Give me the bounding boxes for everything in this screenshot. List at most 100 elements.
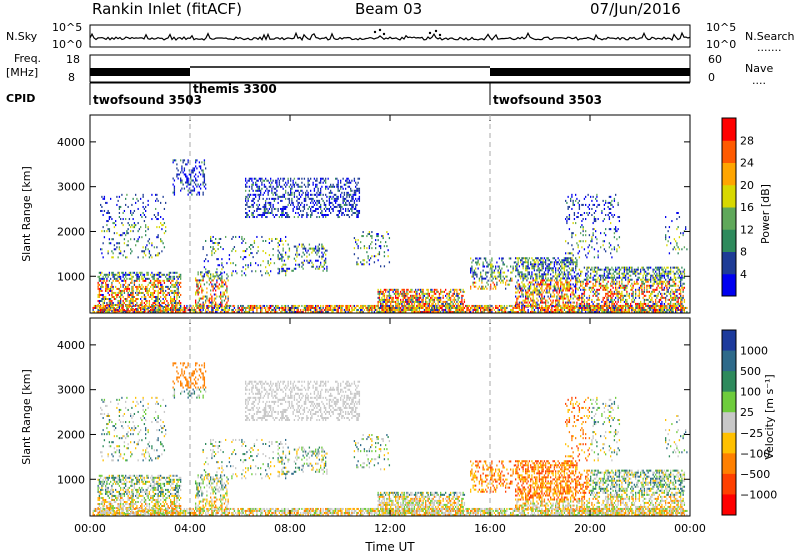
freq-label-2: [MHz] — [6, 66, 38, 79]
power-cell — [617, 266, 619, 269]
power-cell — [606, 292, 608, 295]
power-cell — [610, 272, 612, 275]
power-cell — [130, 291, 132, 294]
power-cell — [220, 301, 222, 304]
power-cell — [632, 286, 634, 289]
power-cell — [346, 181, 348, 184]
power-cell — [172, 300, 174, 303]
power-cell — [211, 299, 213, 302]
power-cell — [97, 287, 99, 290]
power-cell — [531, 281, 533, 284]
power-cell — [567, 273, 569, 276]
power-cell — [278, 181, 281, 184]
power-cell — [356, 203, 358, 206]
power-cell — [652, 278, 654, 281]
power-cell — [258, 177, 261, 180]
power-cell — [510, 277, 512, 280]
power-cell — [381, 302, 383, 305]
power-cell — [341, 191, 343, 194]
power-cell — [521, 293, 523, 296]
power-cell — [510, 257, 512, 260]
power-cell — [320, 189, 322, 192]
power-cell — [415, 288, 417, 291]
power-cell — [561, 297, 563, 300]
power-cell — [411, 298, 413, 301]
power-cell — [325, 179, 327, 182]
power-cell — [256, 235, 258, 238]
power-cell — [506, 265, 508, 268]
power-cell — [288, 247, 291, 250]
power-cell — [306, 214, 308, 217]
power-cell — [653, 268, 656, 271]
power-cell — [563, 293, 566, 296]
power-cell — [595, 290, 597, 293]
power-cell — [517, 261, 519, 264]
power-cell — [320, 181, 322, 184]
power-cell — [118, 291, 121, 294]
power-cell — [515, 295, 517, 298]
power-cell — [448, 292, 451, 295]
power-cell — [663, 302, 666, 305]
power-cell — [290, 179, 292, 182]
power-cell — [391, 300, 393, 303]
power-cell — [271, 189, 273, 192]
power-cell — [591, 240, 593, 243]
power-cell — [357, 263, 359, 266]
power-cell — [346, 195, 348, 198]
power-cell — [423, 302, 426, 305]
power-cell — [647, 266, 649, 269]
power-cell — [550, 285, 552, 288]
power-cell — [580, 310, 582, 313]
power-cell — [212, 248, 214, 251]
power-cell — [418, 300, 421, 303]
power-cell — [216, 303, 218, 306]
power-cell — [121, 279, 123, 282]
power-cell — [412, 310, 414, 313]
power-cell — [667, 274, 669, 277]
power-cell — [222, 248, 224, 251]
power-cell — [491, 275, 493, 278]
power-cell — [116, 232, 118, 235]
power-cell — [116, 246, 118, 249]
power-cell — [648, 284, 651, 287]
power-cell — [197, 301, 199, 304]
power-cell — [151, 218, 153, 221]
power-cell — [141, 271, 143, 274]
power-cell — [393, 300, 396, 303]
power-cell — [270, 258, 272, 261]
power-cell — [656, 304, 658, 307]
power-cell — [128, 283, 131, 286]
power-cell — [496, 261, 498, 264]
power-cell — [258, 195, 261, 198]
power-cell — [288, 255, 291, 258]
power-cell — [288, 249, 291, 252]
power-cell — [107, 209, 109, 212]
power-cell — [252, 203, 254, 206]
power-cell — [285, 191, 287, 194]
power-cell — [541, 257, 543, 260]
power-cell — [196, 289, 198, 292]
power-cell — [248, 195, 251, 198]
power-cell — [561, 259, 563, 262]
power-cell — [358, 211, 361, 214]
power-cell — [592, 222, 594, 225]
power-cell — [617, 300, 619, 303]
power-cell — [518, 301, 521, 304]
power-cell — [148, 277, 151, 280]
power-cell — [340, 185, 342, 188]
power-cell — [328, 201, 331, 204]
power-cell — [543, 261, 546, 264]
power-cell — [392, 298, 394, 301]
power-cell — [625, 298, 627, 301]
power-cell — [643, 284, 646, 287]
power-cell — [347, 209, 349, 212]
power-cell — [112, 287, 114, 290]
power-cell — [137, 199, 139, 202]
power-cell — [180, 302, 182, 305]
power-cell — [118, 302, 121, 305]
power-cell — [535, 305, 537, 308]
power-cell — [643, 272, 646, 275]
power-cell — [125, 279, 127, 282]
power-cell — [633, 280, 636, 283]
power-cell — [643, 294, 646, 297]
